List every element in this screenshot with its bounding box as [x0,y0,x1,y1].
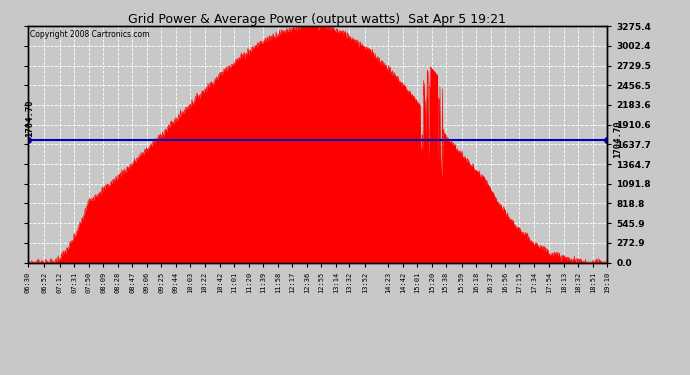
Text: 1704.70: 1704.70 [613,121,622,158]
Text: Copyright 2008 Cartronics.com: Copyright 2008 Cartronics.com [30,30,150,39]
Text: Grid Power & Average Power (output watts)  Sat Apr 5 19:21: Grid Power & Average Power (output watts… [128,13,506,26]
Text: 1704.70: 1704.70 [25,100,34,137]
